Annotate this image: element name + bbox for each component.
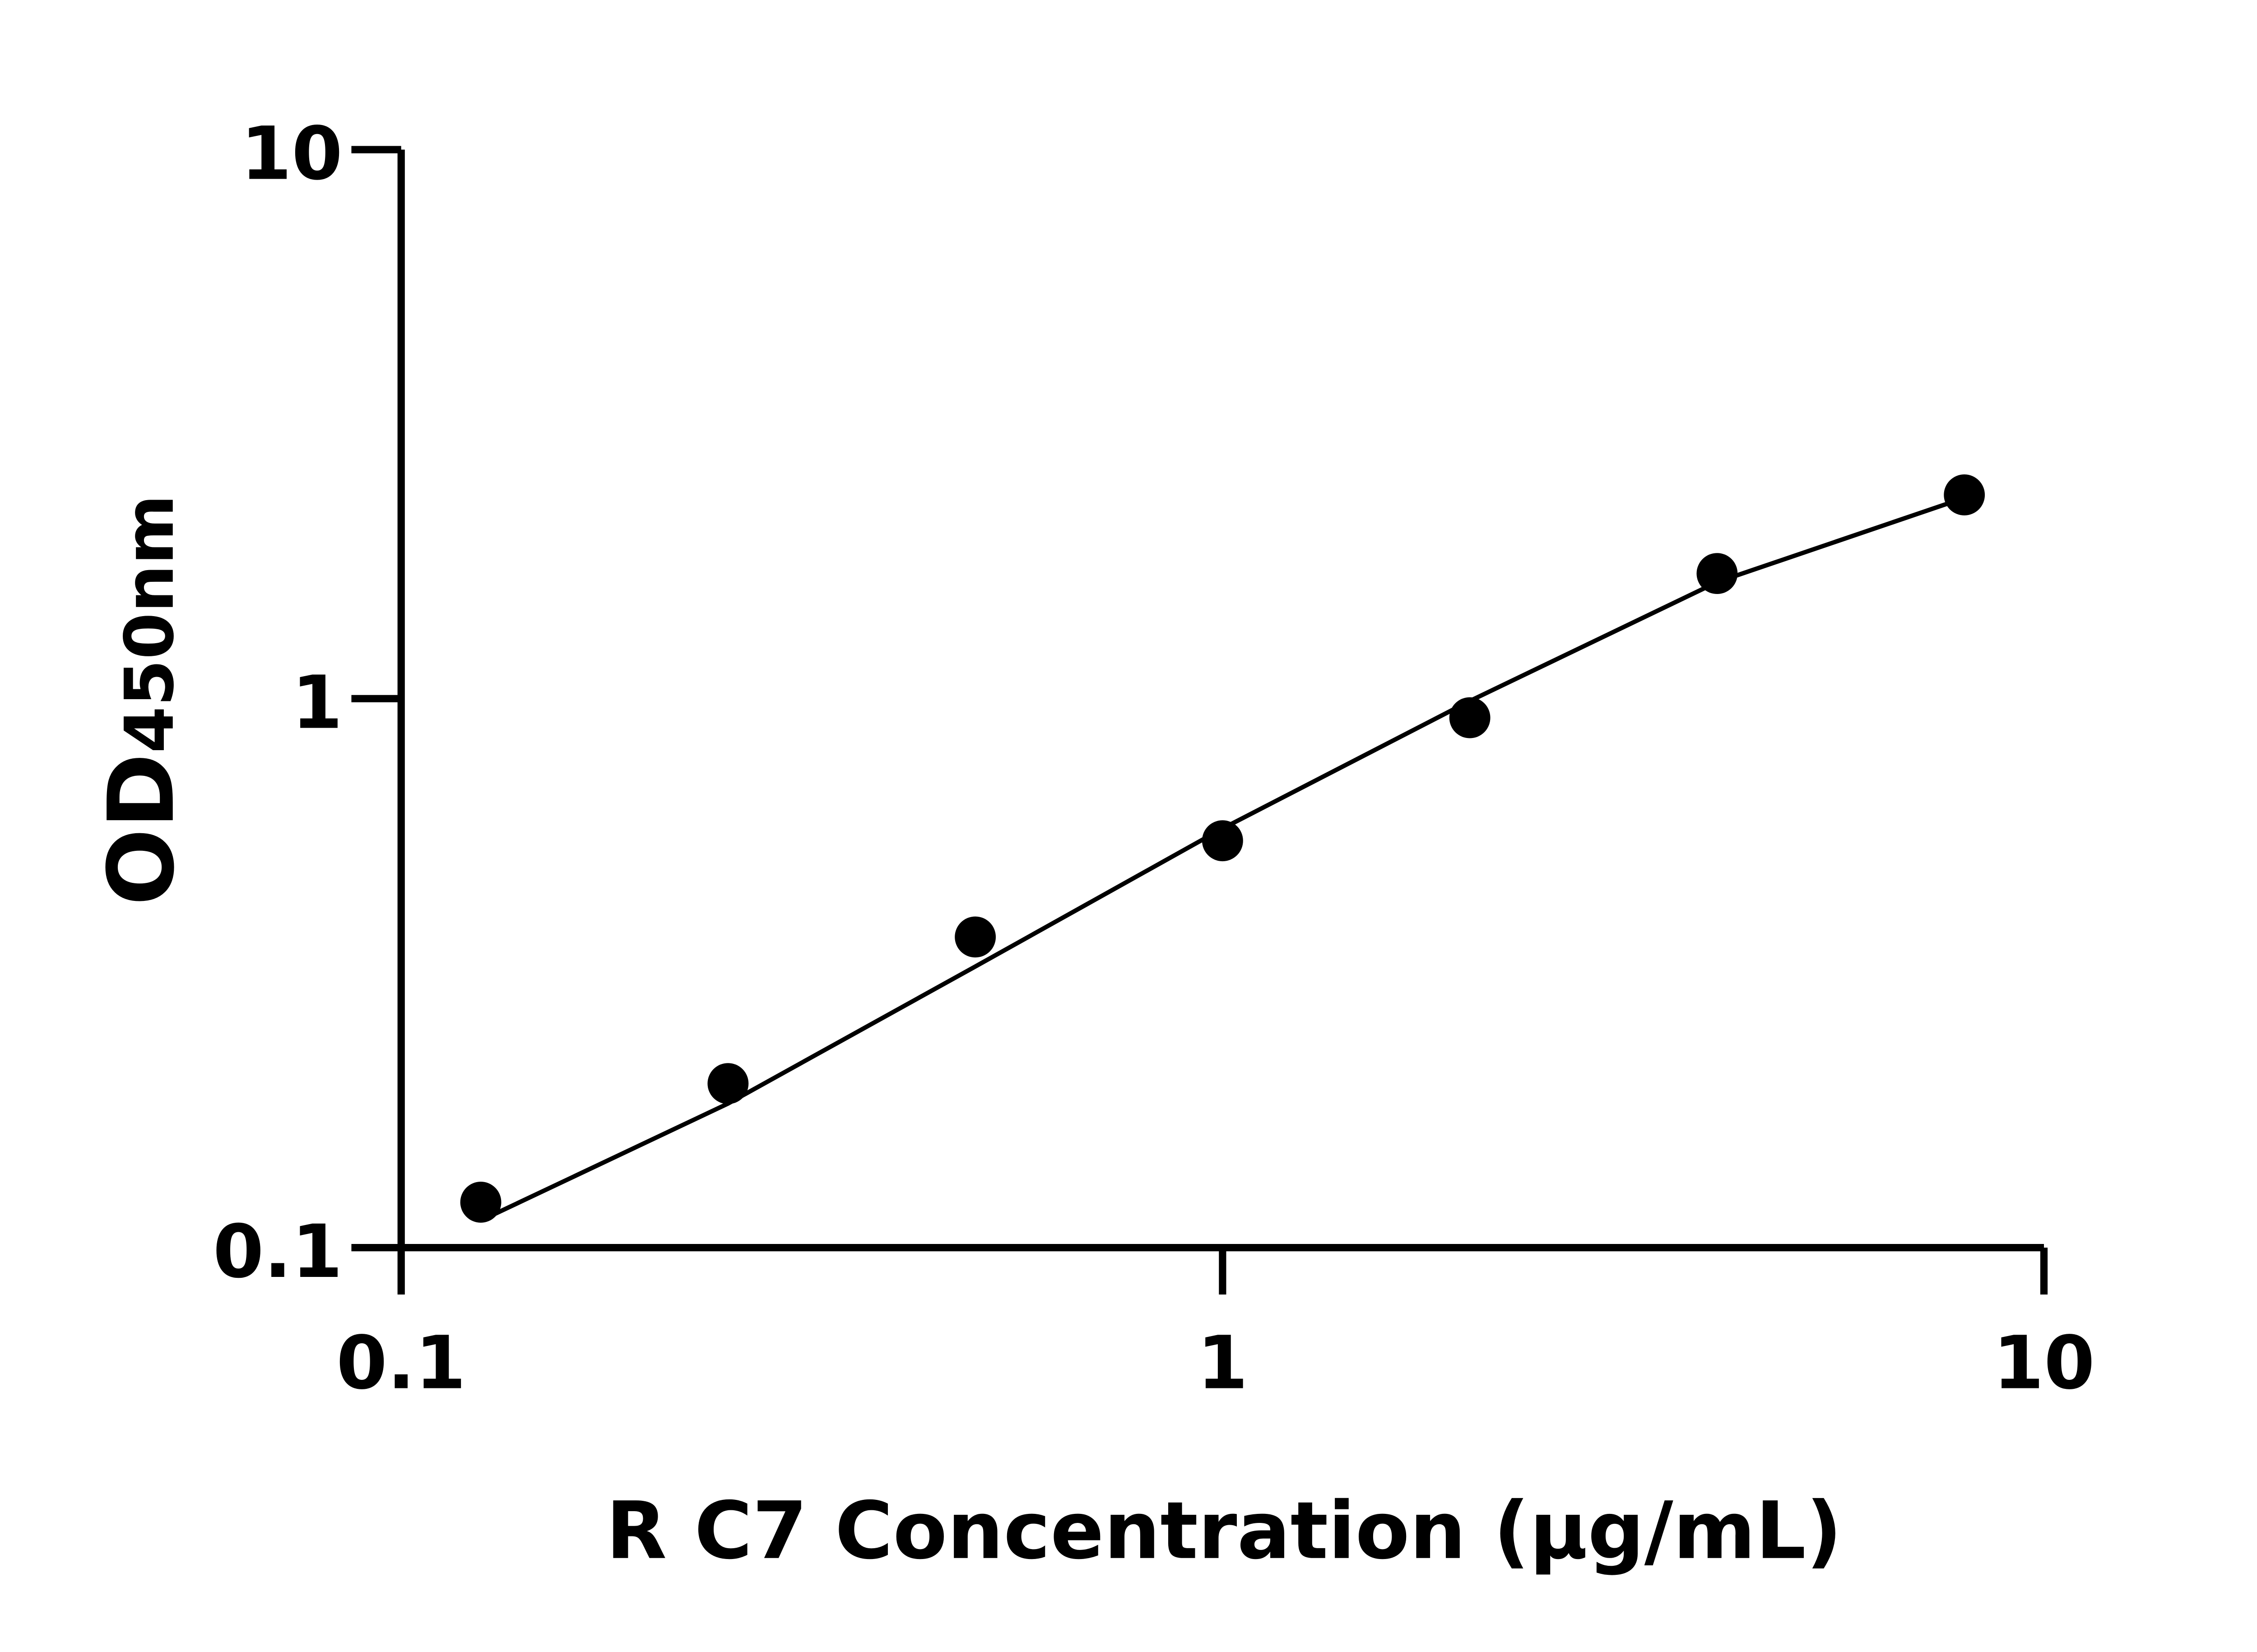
x-tick-label: 10 (1993, 1321, 2095, 1406)
x-tick-label: 1 (1197, 1321, 1248, 1406)
y-tick-label: 10 (241, 111, 343, 196)
y-axis-title-sub: 450nm (111, 495, 189, 753)
y-axis-title-main: OD (89, 753, 195, 906)
data-point (1696, 553, 1738, 594)
y-tick-label: 1 (292, 660, 343, 746)
y-axis-title: OD450nm (89, 495, 195, 906)
marks (460, 474, 1985, 1223)
data-point (707, 1063, 749, 1104)
x-axis-title: R C7 Concentration (μg/mL) (606, 1485, 1842, 1577)
data-point (460, 1182, 502, 1223)
data-point (1202, 820, 1243, 862)
y-tick-label: 0.1 (213, 1209, 343, 1295)
x-tick-label: 0.1 (336, 1321, 466, 1406)
data-point (1449, 697, 1491, 738)
axes: 0.1 1 10 0.1 1 10 (213, 111, 2095, 1406)
data-point (1944, 474, 1985, 515)
data-point (955, 916, 996, 958)
